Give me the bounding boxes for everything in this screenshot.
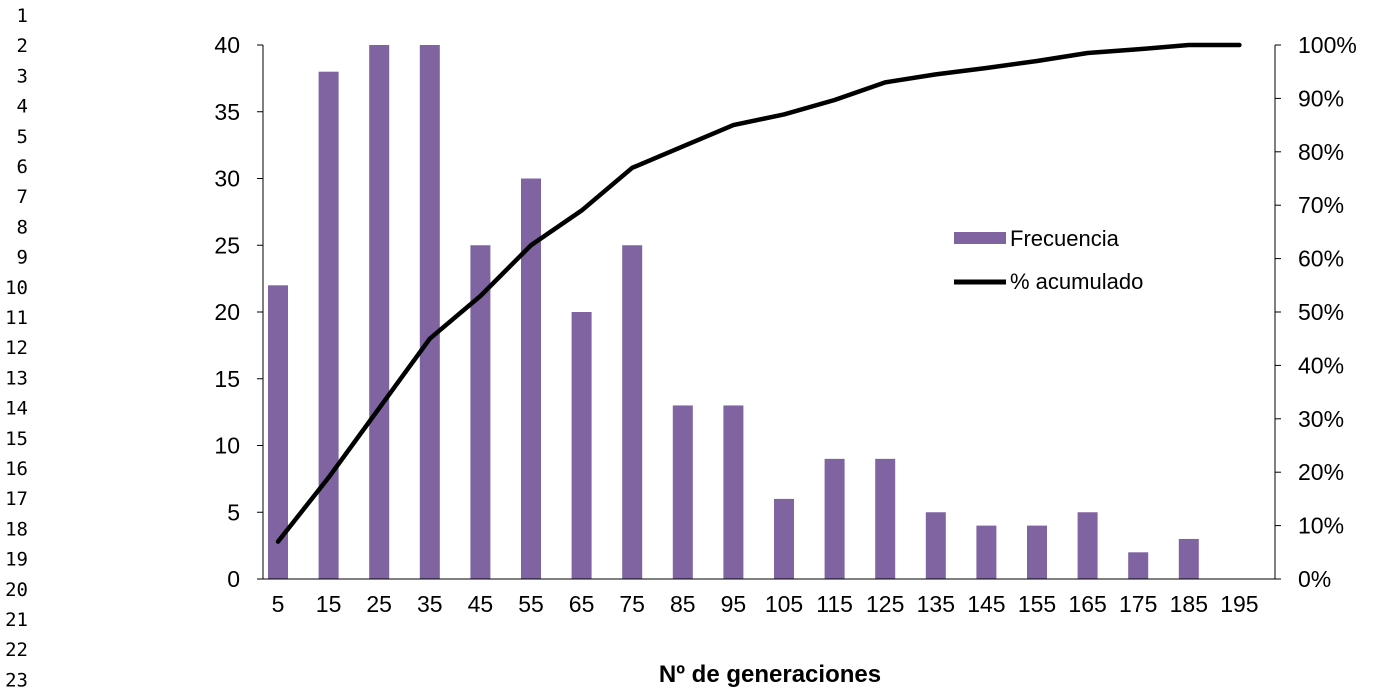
x-axis-ticks: 5 15 25 35 45 55 65 75 85 95 105 115 125 135 145 155 165… bbox=[272, 591, 1259, 617]
row-number: 16 bbox=[5, 458, 28, 480]
x-tick-label: 5 bbox=[272, 591, 285, 617]
row-number: 20 bbox=[5, 579, 28, 601]
row-number: 4 bbox=[17, 96, 28, 118]
x-tick-label: 35 bbox=[417, 591, 443, 617]
x-tick-label: 195 bbox=[1220, 591, 1258, 617]
left-tick-label: 15 bbox=[214, 366, 240, 392]
legend-label-frecuencia: Frecuencia bbox=[1010, 226, 1120, 251]
bar bbox=[622, 245, 643, 579]
bar bbox=[672, 405, 693, 579]
right-tick-label: 80% bbox=[1298, 139, 1344, 165]
row-number: 19 bbox=[5, 549, 28, 571]
cumulative-line-layer bbox=[275, 42, 1242, 544]
row-number: 8 bbox=[17, 216, 28, 238]
left-tick-label: 35 bbox=[214, 99, 240, 125]
row-number: 21 bbox=[5, 609, 28, 631]
x-tick-label: 105 bbox=[765, 591, 803, 617]
row-number: 3 bbox=[17, 65, 28, 87]
row-number: 18 bbox=[5, 518, 28, 540]
x-tick-label: 155 bbox=[1018, 591, 1056, 617]
x-tick-label: 15 bbox=[316, 591, 342, 617]
row-number: 11 bbox=[5, 307, 28, 329]
row-number: 5 bbox=[17, 126, 28, 148]
x-tick-label: 55 bbox=[518, 591, 544, 617]
x-tick-label: 65 bbox=[569, 591, 595, 617]
left-tick-label: 40 bbox=[214, 32, 240, 58]
right-tick-label: 30% bbox=[1298, 406, 1344, 432]
bar bbox=[976, 525, 997, 579]
x-tick-label: 135 bbox=[917, 591, 955, 617]
frequency-bars bbox=[268, 45, 1199, 579]
chart-axes bbox=[262, 45, 1276, 580]
right-tick-label: 20% bbox=[1298, 459, 1344, 485]
x-tick-label: 175 bbox=[1119, 591, 1157, 617]
x-tick-label: 75 bbox=[619, 591, 645, 617]
left-tick-label: 30 bbox=[214, 166, 240, 192]
bar bbox=[925, 512, 946, 579]
x-axis-title: Nº de generaciones bbox=[659, 661, 881, 688]
right-tick-label: 50% bbox=[1298, 299, 1344, 325]
bar bbox=[875, 458, 896, 579]
bar bbox=[1027, 525, 1047, 579]
bar bbox=[369, 45, 390, 579]
bar bbox=[521, 178, 541, 579]
bar bbox=[1128, 552, 1149, 579]
row-number: 15 bbox=[5, 428, 28, 450]
row-number: 13 bbox=[5, 367, 28, 389]
x-tick-label: 45 bbox=[468, 591, 494, 617]
x-tick-label: 95 bbox=[721, 591, 747, 617]
right-tick-label: 0% bbox=[1298, 566, 1331, 592]
x-tick-label: 165 bbox=[1068, 591, 1106, 617]
left-tick-label: 10 bbox=[214, 433, 240, 459]
left-tick-label: 20 bbox=[214, 299, 240, 325]
right-tick-label: 40% bbox=[1298, 352, 1344, 378]
row-number: 17 bbox=[5, 488, 28, 510]
left-axis-ticks: 0 5 10 15 20 25 30 35 40 bbox=[214, 32, 263, 592]
row-number: 6 bbox=[17, 156, 28, 178]
row-number: 12 bbox=[5, 337, 28, 359]
row-number: 22 bbox=[5, 639, 28, 661]
x-tick-label: 145 bbox=[967, 591, 1005, 617]
x-tick-label: 85 bbox=[670, 591, 696, 617]
left-tick-label: 0 bbox=[227, 566, 240, 592]
bar bbox=[824, 458, 845, 579]
bar bbox=[1178, 538, 1199, 579]
x-tick-label: 185 bbox=[1170, 591, 1208, 617]
legend-label-acumulado: % acumulado bbox=[1010, 269, 1143, 294]
right-tick-label: 70% bbox=[1298, 192, 1344, 218]
x-tick-label: 125 bbox=[866, 591, 904, 617]
bar bbox=[470, 245, 491, 579]
right-axis-ticks: 0% 10% 20% 30% 40% 50% 60% 70% 80% 90% 100% bbox=[1275, 32, 1357, 592]
bar bbox=[268, 285, 288, 579]
bar bbox=[723, 405, 744, 579]
bar bbox=[571, 312, 592, 579]
right-tick-label: 90% bbox=[1298, 85, 1344, 111]
row-number: 14 bbox=[5, 398, 28, 420]
row-number: 10 bbox=[5, 277, 28, 299]
row-number: 9 bbox=[17, 247, 28, 269]
row-number: 23 bbox=[5, 669, 28, 691]
row-number: 2 bbox=[17, 35, 28, 57]
row-number: 1 bbox=[17, 5, 28, 27]
left-tick-label: 5 bbox=[227, 499, 240, 525]
right-tick-label: 100% bbox=[1298, 32, 1357, 58]
x-tick-label: 25 bbox=[366, 591, 392, 617]
left-tick-label: 25 bbox=[214, 232, 240, 258]
row-number: 7 bbox=[17, 186, 28, 208]
legend: Frecuencia % acumulado bbox=[954, 226, 1143, 294]
bar bbox=[318, 71, 339, 579]
right-tick-label: 60% bbox=[1298, 246, 1344, 272]
right-tick-label: 10% bbox=[1298, 513, 1344, 539]
x-tick-label: 115 bbox=[816, 591, 853, 617]
legend-swatch-frecuencia bbox=[954, 232, 1006, 244]
bar bbox=[419, 45, 440, 579]
bar bbox=[774, 498, 794, 579]
bar bbox=[1077, 512, 1098, 579]
cumulative-line bbox=[275, 42, 1242, 544]
